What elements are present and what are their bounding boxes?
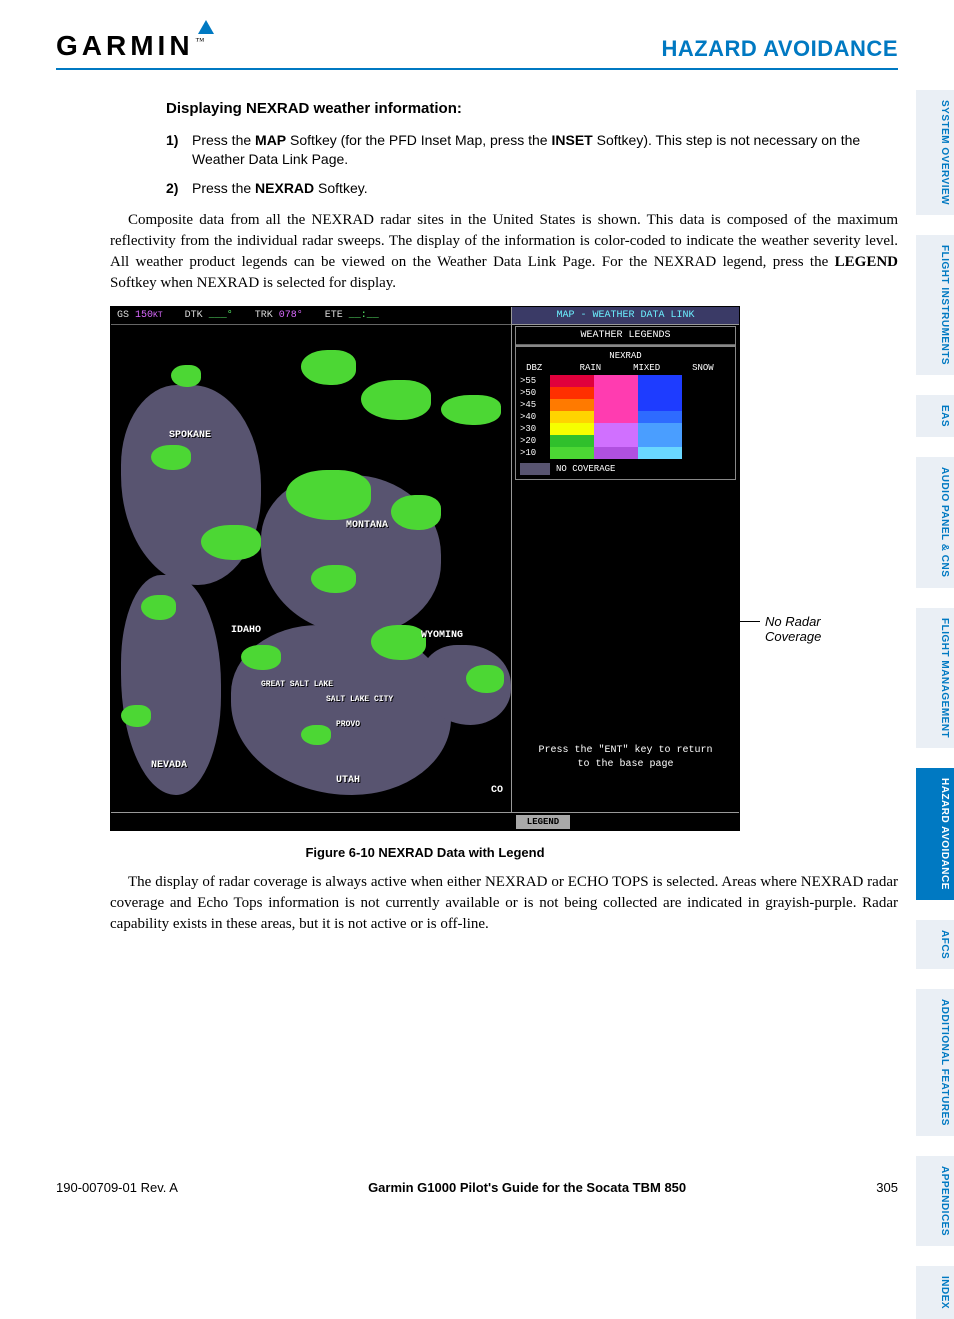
map-label-slc: SALT LAKE CITY (326, 695, 393, 704)
map-canvas: SPOKANE MONTANA IDAHO WYOMING GREAT SALT… (111, 325, 513, 814)
body-paragraph-2: The display of radar coverage is always … (110, 872, 898, 935)
map-label-wyoming: WYOMING (421, 630, 463, 641)
sidebar-tab[interactable]: FLIGHT INSTRUMENTS (916, 235, 954, 375)
footer-docref: 190-00709-01 Rev. A (56, 1180, 178, 1195)
sidebar-tab[interactable]: AUDIO PANEL & CNS (916, 457, 954, 587)
legend-row: >10 (520, 447, 731, 459)
sidebar-tab[interactable]: SYSTEM OVERVIEW (916, 90, 954, 215)
body-paragraph-1: Composite data from all the NEXRAD radar… (110, 210, 898, 294)
step-1: 1) Press the MAP Softkey (for the PFD In… (166, 131, 898, 169)
legend-row: >20 (520, 435, 731, 447)
legend-row: >55 (520, 375, 731, 387)
softkey-legend[interactable]: LEGEND (516, 815, 570, 829)
map-label-montana: MONTANA (346, 520, 388, 531)
panel-title: MAP - WEATHER DATA LINK (512, 307, 739, 325)
section-title: HAZARD AVOIDANCE (661, 36, 898, 62)
legend-row: >45 (520, 399, 731, 411)
figure-caption: Figure 6-10 NEXRAD Data with Legend (110, 845, 740, 860)
map-label-idaho: IDAHO (231, 625, 261, 636)
garmin-logo: GARMIN ™ (56, 30, 204, 62)
step-num: 1) (166, 131, 192, 169)
logo-triangle-icon (198, 20, 214, 34)
nexrad-screenshot: GS 150KT DTK ___° TRK 078° ETE __:__ (110, 306, 740, 831)
map-label-gsl: GREAT SALT LAKE (261, 680, 333, 689)
step-body: Press the MAP Softkey (for the PFD Inset… (192, 131, 898, 169)
sidebar-tab[interactable]: HAZARD AVOIDANCE (916, 768, 954, 900)
sidebar-tab[interactable]: INDEX (916, 1266, 954, 1319)
map-label-provo: PROVO (336, 720, 360, 729)
softkey-bar (111, 812, 739, 830)
sub-heading: Displaying NEXRAD weather information: (166, 100, 898, 117)
step-2: 2) Press the NEXRAD Softkey. (166, 179, 898, 198)
footer-title: Garmin G1000 Pilot's Guide for the Socat… (368, 1180, 686, 1195)
legend-title: NEXRAD (520, 351, 731, 361)
page-footer: 190-00709-01 Rev. A Garmin G1000 Pilot's… (56, 1180, 898, 1195)
legend-row: >30 (520, 423, 731, 435)
panel-hint: Press the "ENT" key to return to the bas… (512, 744, 739, 772)
legend-header: DBZ RAIN MIXED SNOW (520, 363, 731, 373)
figure-6-10: GS 150KT DTK ___° TRK 078° ETE __:__ (110, 306, 898, 860)
callout-line (710, 621, 760, 622)
map-label-spokane: SPOKANE (169, 430, 211, 441)
legend-rows: >55>50>45>40>30>20>10 (520, 375, 731, 459)
sidebar-tab[interactable]: ADDITIONAL FEATURES (916, 989, 954, 1136)
callout-no-radar: No Radar Coverage (765, 614, 821, 645)
no-coverage-swatch (520, 463, 550, 475)
step-num: 2) (166, 179, 192, 198)
header-rule (56, 68, 898, 70)
sidebar-tabs: SYSTEM OVERVIEW FLIGHT INSTRUMENTS EAS AUDI… (916, 90, 954, 1319)
logo-text: GARMIN (56, 30, 194, 62)
legend-panel: MAP - WEATHER DATA LINK WEATHER LEGENDS … (511, 307, 739, 831)
map-label-utah: UTAH (336, 775, 360, 786)
sidebar-tab[interactable]: APPENDICES (916, 1156, 954, 1246)
map-label-co: CO (491, 785, 503, 796)
map-label-nevada: NEVADA (151, 760, 187, 771)
logo-tm: ™ (196, 36, 205, 46)
no-coverage-label: NO COVERAGE (556, 464, 615, 474)
legend-row: >40 (520, 411, 731, 423)
legend-row: >50 (520, 387, 731, 399)
legend-box: NEXRAD DBZ RAIN MIXED SNOW >55>50>45>40>… (516, 347, 735, 479)
sidebar-tab[interactable]: AFCS (916, 920, 954, 969)
footer-pagenum: 305 (876, 1180, 898, 1195)
no-coverage-row: NO COVERAGE (520, 463, 731, 475)
sidebar-tab[interactable]: EAS (916, 395, 954, 437)
panel-sub: WEATHER LEGENDS (516, 327, 735, 345)
sidebar-tab[interactable]: FLIGHT MANAGEMENT (916, 608, 954, 748)
step-body: Press the NEXRAD Softkey. (192, 179, 898, 198)
